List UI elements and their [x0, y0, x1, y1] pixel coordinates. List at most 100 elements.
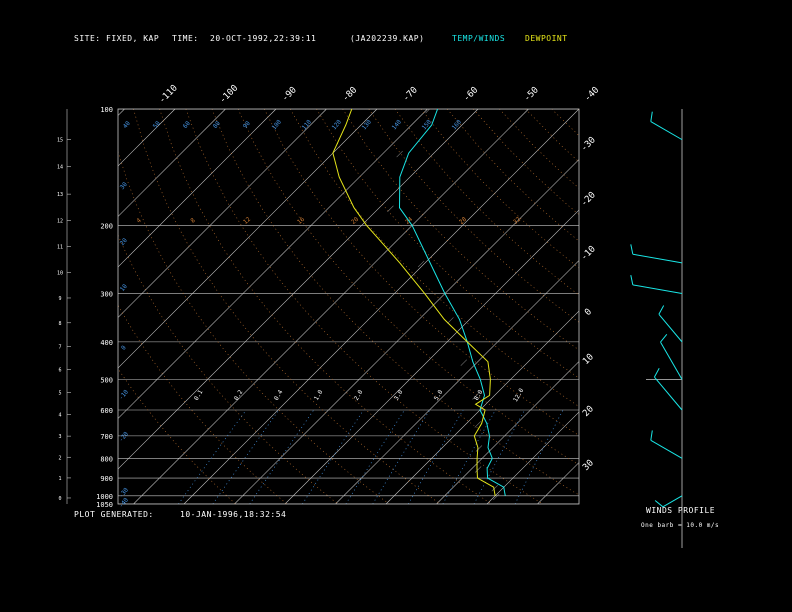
- dry-adiabat: [159, 109, 492, 504]
- isotherm-label: -90: [280, 85, 299, 104]
- height-tick-label: 4: [58, 412, 61, 418]
- mixing-ratio-label: 8.0: [473, 388, 485, 401]
- mixing-ratio-label: 2.0: [353, 388, 365, 401]
- profile-wind-tick: [474, 421, 481, 428]
- wind-barb-flag: [630, 244, 634, 255]
- plot-frame: [117, 108, 580, 505]
- file-name: (JA202239.KAP): [350, 34, 425, 43]
- mixing-ratio-label: 1.0: [313, 388, 325, 401]
- height-tick-label: 9: [58, 296, 61, 302]
- wind-barb-flag: [650, 111, 653, 122]
- isotherm-line: [133, 109, 529, 504]
- dry-adiabat: [446, 109, 579, 242]
- pressure-tick-label: 400: [100, 339, 113, 347]
- dry-adiabat: [263, 109, 579, 436]
- profile-wind-tick: [460, 359, 467, 366]
- isotherm-line: [234, 159, 579, 504]
- theta-label: -20: [118, 430, 131, 443]
- isotherm-label: 30: [581, 458, 596, 473]
- dry-adiabat: [604, 109, 792, 504]
- height-tick-label: 5: [58, 390, 61, 396]
- height-tick-label: 6: [58, 368, 61, 374]
- mixing-ratio-line: [514, 409, 564, 504]
- wind-barb-staff: [650, 121, 683, 141]
- mixing-ratio-label: 0.2: [233, 388, 245, 401]
- plot-generated-label: PLOT GENERATED:: [74, 510, 154, 519]
- height-tick-label: 14: [57, 165, 63, 171]
- height-tick-label: 0: [58, 496, 61, 502]
- height-tick-label: 11: [57, 245, 63, 251]
- pressure-tick-label: 1000: [96, 493, 113, 501]
- dry-adiabat: [342, 109, 579, 351]
- isotherm-line: [436, 361, 579, 504]
- dry-adiabat: [709, 109, 792, 504]
- theta-label: 10: [119, 283, 129, 293]
- legend-dew: DEWPOINT: [525, 34, 568, 43]
- pressure-tick-label: 700: [100, 433, 113, 441]
- mixing-ratio-line: [345, 409, 405, 504]
- isotherm-line: [0, 109, 24, 504]
- pressure-tick-label: 1050: [96, 501, 113, 509]
- mixing-ratio-label: 0.1: [193, 388, 205, 401]
- mixing-ratio-line: [302, 409, 364, 504]
- wind-barb-staff: [632, 253, 683, 264]
- theta-label: 20: [119, 237, 129, 247]
- dry-adiabat: [682, 109, 792, 504]
- plot-generated-value: 10-JAN-1996,18:32:54: [180, 510, 287, 519]
- mixing-ratio-line: [473, 409, 526, 504]
- dry-adiabat: [290, 109, 579, 407]
- profile-wind-tick: [475, 445, 483, 452]
- isotherm-line: [335, 260, 579, 504]
- isotherm-label: -30: [579, 135, 598, 154]
- dry-adiabat: [118, 304, 287, 504]
- theta-label: 130: [361, 118, 374, 131]
- mixing-ratio-label: 0.4: [273, 388, 285, 401]
- mixing-ratio-line: [442, 409, 496, 504]
- theta-label: 140: [391, 118, 404, 131]
- height-tick-label: 7: [58, 344, 61, 350]
- theta-label: -40: [118, 496, 131, 509]
- profile-wind-tick: [425, 109, 431, 114]
- theta-label: 60: [182, 120, 192, 130]
- theta-label: 90: [242, 120, 252, 130]
- dry-adiabat: [473, 109, 579, 215]
- isotherm-line: [118, 109, 176, 167]
- isotherm-line: [486, 411, 579, 504]
- theta-label: -10: [118, 388, 131, 401]
- profile-wind-tick: [474, 466, 482, 473]
- pressure-tick-label: 100: [100, 106, 113, 114]
- wind-barb-flag: [630, 275, 634, 285]
- pressure-tick-label: 600: [100, 407, 113, 415]
- isotherm-label: -40: [583, 85, 602, 104]
- theta-label: 100: [271, 118, 284, 131]
- wind-barb-staff: [654, 376, 683, 411]
- mixing-ratio-line: [212, 409, 280, 504]
- dry-adiabat: [499, 109, 579, 189]
- height-tick-label: 10: [57, 271, 63, 277]
- theta-label: 110: [301, 118, 314, 131]
- theta-label: 40: [122, 120, 132, 130]
- pressure-tick-label: 200: [100, 222, 113, 230]
- isotherm-label: -20: [579, 190, 598, 209]
- isotherm-label: 10: [581, 352, 596, 367]
- isotherm-label: -60: [462, 85, 481, 104]
- moist-adiabat-label: 32: [512, 216, 522, 226]
- dry-adiabat: [551, 109, 579, 137]
- height-tick-label: 1: [58, 476, 61, 482]
- winds-profile-note: One barb = 10.0 m/s: [641, 522, 720, 529]
- isotherm-line: [537, 462, 579, 504]
- dry-adiabat: [118, 234, 339, 504]
- dewpoint-profile: [332, 109, 496, 496]
- isotherm-label: -50: [522, 85, 541, 104]
- wind-barb-staff: [662, 495, 683, 508]
- isotherm-label: 0: [583, 307, 594, 318]
- time-value: 20-OCT-1992,22:39:11: [210, 34, 317, 43]
- isotherm-line: [639, 109, 792, 504]
- profile-wind-tick: [387, 205, 394, 212]
- isotherm-label: 20: [581, 404, 596, 419]
- theta-label: 120: [331, 118, 344, 131]
- moist-adiabat-label: 16: [296, 216, 306, 226]
- wind-barb-staff: [660, 341, 683, 380]
- site-label: SITE:: [74, 34, 101, 43]
- height-tick-label: 13: [57, 192, 63, 198]
